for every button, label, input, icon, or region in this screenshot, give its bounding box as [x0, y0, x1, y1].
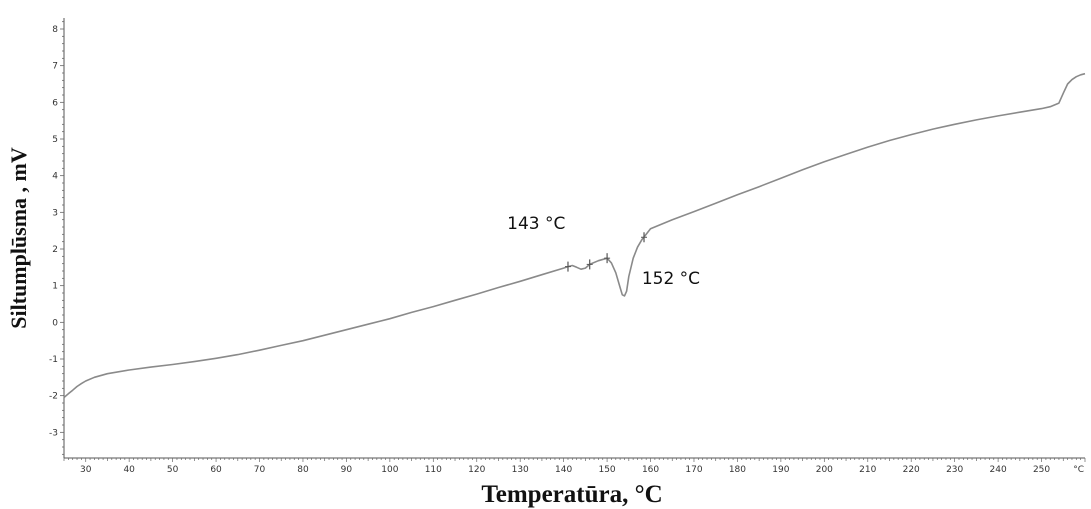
y-tick-label: 4	[52, 172, 58, 182]
peak-annotation: 143 °C	[507, 214, 565, 234]
peak-annotation: 152 °C	[642, 269, 700, 289]
integration-limit-marker	[564, 261, 571, 272]
y-tick-label: -2	[49, 392, 58, 402]
x-tick-label: 70	[254, 465, 266, 475]
x-tick-label: 110	[425, 465, 442, 475]
x-tick-label: 50	[167, 465, 179, 475]
y-tick-label: 0	[52, 318, 58, 328]
x-tick-label: 210	[859, 465, 876, 475]
x-axis-title: Temperatūra, °C	[481, 481, 662, 508]
y-tick-label: 7	[52, 62, 58, 72]
marker-layer	[564, 232, 648, 272]
y-tick-label: -1	[49, 355, 58, 365]
x-tick-label: 140	[555, 465, 572, 475]
x-tick-label: 220	[903, 465, 920, 475]
x-tick-label: 130	[512, 465, 529, 475]
x-tick-label: 170	[685, 465, 702, 475]
x-tick-label: 230	[946, 465, 963, 475]
x-tick-label: 30	[80, 465, 92, 475]
integration-limit-marker	[604, 253, 611, 264]
x-tick-label: 200	[816, 465, 833, 475]
x-tick-label: 180	[729, 465, 746, 475]
x-tick-label: 90	[341, 465, 353, 475]
x-tick-label: 60	[210, 465, 222, 475]
x-tick-label: 120	[468, 465, 485, 475]
series-layer	[63, 72, 1086, 399]
y-tick-label: 6	[52, 98, 58, 108]
integration-limit-marker	[586, 259, 593, 270]
x-tick-label: 250	[1033, 465, 1050, 475]
x-tick-label: 40	[123, 465, 135, 475]
x-axis: 30 40 50 60 70 80 90 100 110 120 130 140 150 160 170 18…	[63, 457, 1086, 475]
y-tick-label: 8	[52, 25, 58, 35]
x-axis-unit-label: °C	[1073, 465, 1084, 475]
y-axis-title: Siltumplūsma , mV	[6, 147, 31, 329]
y-tick-label: -3	[49, 428, 58, 438]
annotation-layer: 143 °C 152 °C	[507, 214, 700, 289]
x-tick-label: 190	[772, 465, 789, 475]
integration-limit-marker	[641, 232, 648, 243]
x-tick-label: 100	[381, 465, 398, 475]
y-axis: -3 -2 -1 0 1 2 3 4 5 6 7 8	[49, 18, 65, 458]
series-line	[63, 72, 1086, 399]
x-tick-label: 240	[990, 465, 1007, 475]
x-tick-label: 160	[642, 465, 659, 475]
y-tick-label: 3	[52, 208, 58, 218]
x-tick-label: 80	[297, 465, 309, 475]
x-tick-label: 150	[598, 465, 615, 475]
y-tick-label: 1	[52, 282, 58, 292]
y-tick-label: 5	[52, 135, 58, 145]
y-tick-label: 2	[52, 245, 58, 255]
